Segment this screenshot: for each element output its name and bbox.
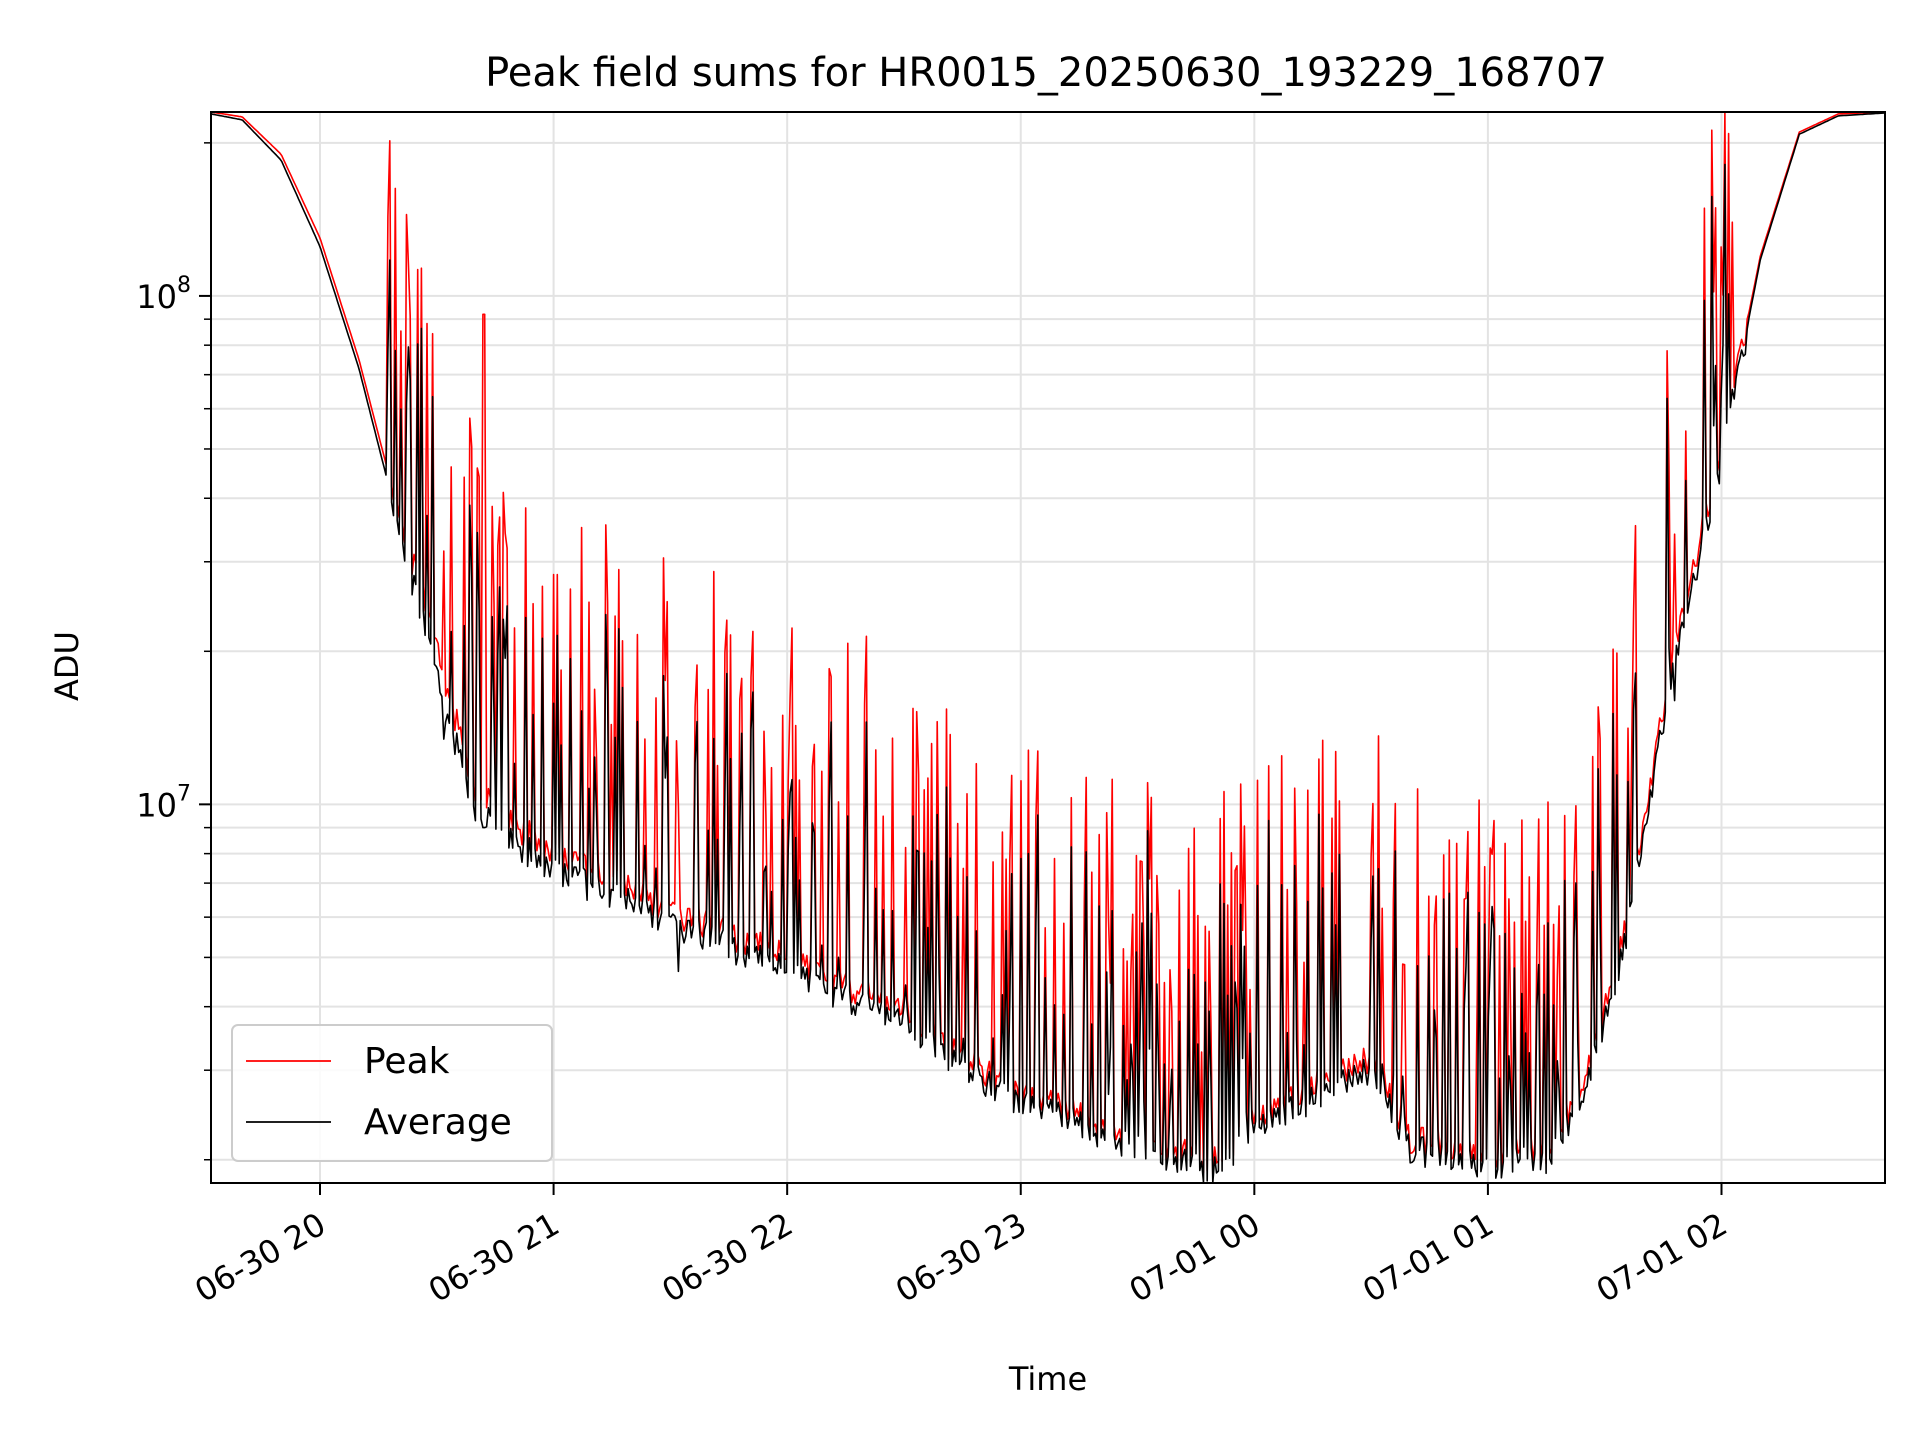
legend: Peak Average (231, 1024, 553, 1162)
legend-label-peak: Peak (364, 1041, 450, 1082)
y-tick-label: 107 (136, 781, 191, 824)
plot-frame (210, 111, 1886, 1184)
y-axis-label: ADU (48, 631, 86, 701)
series-layer (210, 111, 1886, 1184)
chart-title: Peak field sums for HR0015_20250630_1932… (485, 50, 1607, 96)
series-line-average (210, 112, 1886, 1184)
legend-box (231, 1024, 553, 1162)
y-tick-label: 108 (136, 273, 191, 316)
x-axis-label: Time (1008, 1360, 1087, 1398)
y-axis-ticks: 107 108 (136, 142, 211, 1161)
legend-label-average: Average (364, 1102, 512, 1143)
